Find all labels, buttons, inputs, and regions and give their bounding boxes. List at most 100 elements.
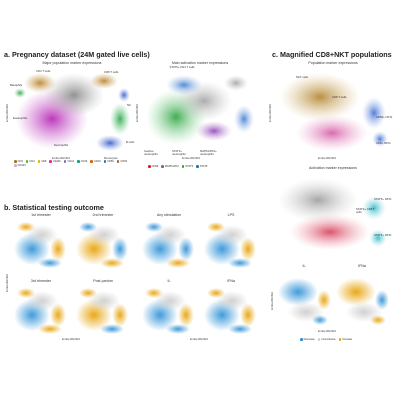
legend-item: CD123 xyxy=(14,164,26,167)
legend-swatch xyxy=(25,160,29,163)
density-blob xyxy=(312,315,328,325)
density-blob xyxy=(88,291,120,311)
legend-swatch xyxy=(77,160,80,163)
legend-swatch xyxy=(14,160,17,163)
ann-stat5-cd4: STAT5+ CD4 T cells xyxy=(169,65,195,69)
panel-c-bottom-svg xyxy=(278,278,331,325)
panel-c-bottom-svg xyxy=(336,278,389,325)
legend-swatch xyxy=(116,160,120,163)
legend-label: MAPKAPK2 xyxy=(164,165,179,168)
legend-item: CD3 xyxy=(14,160,23,163)
nkt-pink-cloud xyxy=(296,115,368,151)
panel-a-left-legend: CD3 CD4 CD8 CD11b CD14 CD16 CD19 CD56 CD66 CD123 xyxy=(14,160,132,167)
section-a-title: a. Pregnancy dataset (24M gated live cel… xyxy=(4,50,150,59)
legend-label: CD19 xyxy=(93,160,101,163)
section-b-title: b. Statistical testing outcome xyxy=(4,203,104,212)
panel-a-left-ylabel: EmbedSOM2 xyxy=(5,103,9,122)
legend-swatch xyxy=(338,338,342,341)
panel-c-top-svg xyxy=(280,73,388,151)
legend-swatch xyxy=(181,165,185,168)
ann-stat3-cd8: STAT3+ CD8 T cells xyxy=(356,207,375,215)
density-blob xyxy=(112,303,128,327)
ann-stat5-nkts: STAT5+ NKTs xyxy=(374,197,392,201)
legend-swatch xyxy=(14,164,17,167)
panel-b-embedding xyxy=(202,285,260,335)
density-blob xyxy=(100,258,124,268)
panel-c-top-ylabel: EmbedSOM2 xyxy=(268,103,272,122)
legend-label: Increase xyxy=(342,338,353,341)
panel-c-ifna-title: IFNa xyxy=(358,264,366,268)
panel-a-right-svg xyxy=(146,75,254,145)
legend-item: CD56 xyxy=(103,160,114,163)
panel-c-bottom-ylabel: EmbedSOM2 xyxy=(270,291,274,310)
nkt-blue-cloud xyxy=(362,97,386,129)
panel-b-svg xyxy=(142,288,194,334)
panel-c-mid-svg xyxy=(278,178,387,250)
panel-b-embedding xyxy=(74,285,132,335)
cd8-cloud xyxy=(90,73,118,89)
panel-c-top-xlabel: EmbedSOM1 xyxy=(318,156,337,160)
legend-label: Decrease xyxy=(303,338,315,341)
legend-label: CD8 xyxy=(41,160,47,163)
nkt-brown-cloud xyxy=(280,73,360,121)
density-blob xyxy=(26,225,58,245)
legend-item: CD16 xyxy=(77,160,87,163)
panel-b-title: IL xyxy=(167,279,171,283)
density-blob xyxy=(370,315,386,325)
density-blob xyxy=(17,222,35,232)
legend-label: CD16 xyxy=(80,160,88,163)
density-blob xyxy=(50,303,66,327)
legend-item: STAT5 xyxy=(196,165,207,168)
legend-swatch xyxy=(196,165,199,168)
panel-c-mid-embedding xyxy=(274,172,392,254)
panel-b-embedding xyxy=(74,219,132,269)
cd4-cloud xyxy=(24,73,56,93)
panel-a-right-title: Main activation marker expressions xyxy=(171,61,229,65)
ann-nk: NK xyxy=(127,103,131,107)
ann-cd56-nkts: CD56+ NKTs xyxy=(376,115,393,119)
density-blob xyxy=(228,258,252,268)
density-blob xyxy=(145,288,163,298)
panel-a-left-embedding xyxy=(12,67,134,155)
density-blob xyxy=(207,222,225,232)
act-cyan-cloud xyxy=(362,196,386,220)
ann-cd4: CD4 T cells xyxy=(36,69,51,73)
panel-a-right-xlabel: EmbedSOM1 xyxy=(182,156,201,160)
panel-c-top-embedding xyxy=(274,67,392,155)
panel-c-legend: Decrease Inconclusive Increase xyxy=(300,338,390,341)
legend-label: STAT5 xyxy=(199,165,208,168)
legend-item: CD14 xyxy=(63,160,74,163)
legend-swatch xyxy=(63,160,67,163)
act-gray-cloud xyxy=(278,178,358,222)
legend-item: CD19 xyxy=(90,160,101,163)
ann-cd8-nkts: CD8+ NKTs xyxy=(376,141,391,145)
ann-stat3-neutro: STAT3+ neutrophils xyxy=(172,149,186,157)
panel-b-title: IFNa xyxy=(227,279,235,283)
panel-b-svg xyxy=(76,288,128,334)
legend-item: MAPKAPK2 xyxy=(161,165,179,168)
panel-b-svg xyxy=(14,288,66,334)
activation-blue-right xyxy=(234,105,254,133)
density-blob xyxy=(17,288,35,298)
activation-gray-right xyxy=(224,75,248,91)
legend-swatch xyxy=(90,160,93,163)
panel-b-svg xyxy=(14,222,66,268)
panel-b-embedding xyxy=(12,219,70,269)
panel-b-svg xyxy=(204,288,256,334)
nk-cloud xyxy=(118,88,130,102)
act-red-cloud xyxy=(290,214,370,250)
density-blob xyxy=(278,278,318,306)
density-blob xyxy=(216,291,248,311)
panel-a-right-ylabel: EmbedSOM2 xyxy=(135,103,139,122)
panel-b-embedding xyxy=(140,285,198,335)
density-blob xyxy=(112,237,128,261)
panel-b-title: LPS xyxy=(227,213,235,217)
legend-swatch xyxy=(37,160,41,163)
density-blob xyxy=(166,258,190,268)
legend-swatch xyxy=(148,165,151,168)
ann-eosinophils: Eosinophils xyxy=(13,116,28,120)
panel-b-xlabel-left: EmbedSOM1 xyxy=(62,337,81,341)
density-blob xyxy=(79,222,97,232)
ann-mapk-neutro: MAPKAPK2+ neutrophils xyxy=(200,149,217,157)
